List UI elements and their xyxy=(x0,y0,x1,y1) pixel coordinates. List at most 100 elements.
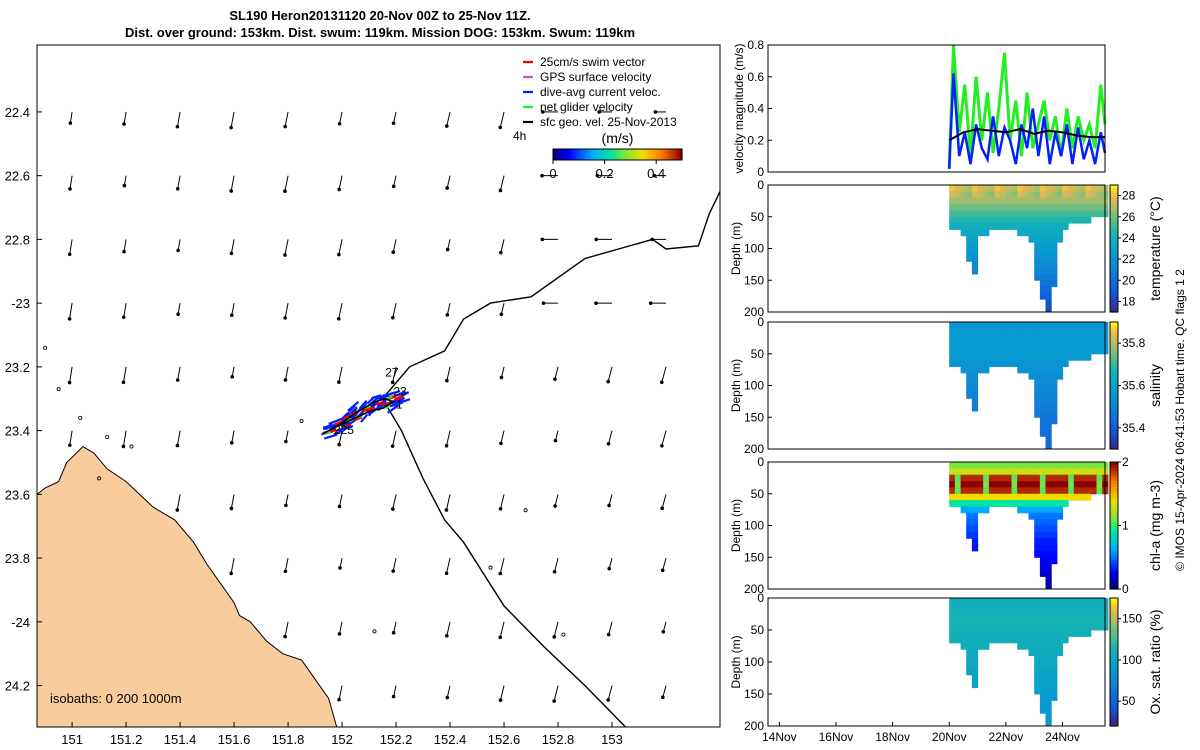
oxygen-colorbar-cell xyxy=(1110,684,1118,689)
salinity-cell xyxy=(994,341,1001,348)
geo-vector-head xyxy=(337,632,342,636)
geo-vector-head xyxy=(121,444,126,449)
geo-vector-head xyxy=(229,189,233,193)
salinity-cell xyxy=(1022,366,1030,374)
oxygen-cell xyxy=(1090,623,1097,631)
geo-vector-head xyxy=(661,629,666,634)
salinity-cell xyxy=(1039,423,1047,431)
chla-colorbar-cell xyxy=(1110,493,1118,498)
oxygen-cell xyxy=(1028,623,1035,631)
temperature-cell xyxy=(1073,197,1080,205)
oxygen-cell xyxy=(1090,610,1097,618)
oxygen-cell xyxy=(1022,610,1030,618)
oxygen-cell xyxy=(949,623,956,631)
temperature-cell xyxy=(1005,185,1013,192)
salinity-y-tick-label: 150 xyxy=(744,410,764,424)
chla-colorbar-cell xyxy=(1110,557,1118,562)
temperature-cell xyxy=(977,210,984,218)
chla-cell xyxy=(1068,487,1075,495)
chla-cell xyxy=(988,474,996,482)
temperature-colorbar-cell xyxy=(1110,207,1118,211)
oxygen-colorbar-cell xyxy=(1110,722,1118,727)
geo-vector xyxy=(69,303,73,319)
oxygen-cell xyxy=(1062,623,1069,631)
salinity-cell xyxy=(954,322,962,329)
island-marker xyxy=(523,508,528,513)
temperature-cell xyxy=(983,204,990,211)
geo-vector xyxy=(284,175,289,192)
geo-vector-head xyxy=(659,380,664,385)
salinity-cell xyxy=(1090,328,1097,336)
chla-cell xyxy=(971,544,979,552)
salinity-cell xyxy=(983,322,990,329)
temperature-cell xyxy=(971,235,979,243)
salinity-cell xyxy=(1056,360,1064,367)
colorbar-cell xyxy=(555,149,558,160)
oxygen-cell xyxy=(1068,630,1075,637)
temperature-cell xyxy=(1000,185,1007,192)
temperature-cell xyxy=(1028,210,1035,218)
temperature-cell xyxy=(1062,191,1069,199)
chla-cell xyxy=(1045,563,1052,571)
salinity-y-tick-label: 100 xyxy=(744,379,764,393)
salinity-cell xyxy=(1000,353,1007,361)
colorbar-cell xyxy=(589,149,592,160)
salinity-cell xyxy=(971,398,979,406)
chla-cell xyxy=(1034,512,1041,520)
geo-vector xyxy=(662,685,667,698)
oxygen-colorbar-cell xyxy=(1110,716,1118,721)
y-tick-label: 22.8 xyxy=(5,232,30,247)
geo-vector xyxy=(177,303,181,315)
geo-vector-head xyxy=(498,125,503,130)
temperature-cell xyxy=(988,204,996,211)
salinity-cell xyxy=(1062,353,1069,361)
temperature-colorbar-cell xyxy=(1110,245,1118,250)
salinity-colorbar-tick-label: 35.4 xyxy=(1122,421,1146,435)
temperature-cell xyxy=(994,185,1001,192)
salinity-cell xyxy=(1017,360,1024,367)
temperature-colorbar-label: temperature (°C) xyxy=(1147,196,1163,300)
chla-cell xyxy=(1056,481,1064,488)
salinity-cell xyxy=(960,328,967,336)
salinity-cell xyxy=(1000,322,1007,329)
colorbar-cell xyxy=(577,149,580,160)
geo-vector xyxy=(285,494,289,506)
oxygen-cell xyxy=(1073,598,1080,605)
colorbar-cell xyxy=(667,149,671,160)
temperature-cell xyxy=(1045,248,1052,256)
salinity-cell xyxy=(971,366,979,374)
oxygen-cell xyxy=(1005,636,1013,644)
temperature-cell xyxy=(1005,204,1013,211)
chla-colorbar-cell xyxy=(1110,522,1118,527)
temperature-colorbar-cell xyxy=(1110,229,1118,234)
salinity-y-tick-label: 200 xyxy=(744,442,764,456)
chla-cell xyxy=(1045,557,1052,565)
geo-vector xyxy=(499,175,505,191)
colorbar-cell xyxy=(627,149,631,160)
chla-cell xyxy=(1045,468,1052,476)
colorbar-cell xyxy=(573,149,576,160)
chla-colorbar-cell xyxy=(1110,573,1118,577)
oxygen-cell xyxy=(949,604,956,612)
temperature-cell xyxy=(1022,223,1030,230)
salinity-cell xyxy=(1000,347,1007,355)
chla-cell xyxy=(966,525,973,533)
geo-vector-head xyxy=(122,122,126,126)
chla-cell xyxy=(966,487,973,495)
oxygen-cell xyxy=(966,662,973,669)
geo-vector-head xyxy=(283,316,287,320)
temperature-cell xyxy=(1073,216,1080,224)
oxygen-cell xyxy=(1045,681,1052,689)
chla-cell xyxy=(960,487,967,495)
oxygen-cell xyxy=(1017,623,1024,631)
chla-cell xyxy=(1079,468,1086,476)
oxygen-cell xyxy=(1011,610,1018,618)
temperature-cell xyxy=(949,216,956,224)
oxygen-cell xyxy=(1045,642,1052,650)
temperature-cell xyxy=(1045,191,1052,199)
chla-colorbar-cell xyxy=(1110,554,1118,558)
swim-vector xyxy=(353,416,363,422)
chla-cell xyxy=(971,512,979,520)
temperature-cell xyxy=(1039,185,1047,192)
geo-vector-head xyxy=(445,378,449,383)
